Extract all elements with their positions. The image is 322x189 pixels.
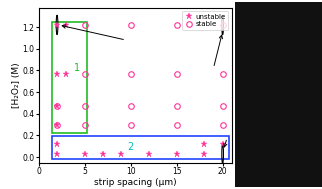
unstable [202,143,206,145]
stable [129,24,133,26]
stable [129,73,133,75]
Line: stable: stable [54,22,225,127]
Y-axis label: [H₂O₂] (M): [H₂O₂] (M) [12,62,21,108]
unstable [55,143,59,145]
stable [175,73,179,75]
unstable [64,24,68,26]
stable [129,123,133,126]
unstable [221,143,224,145]
X-axis label: strip spacing (μm): strip spacing (μm) [94,178,176,187]
stable [221,105,224,107]
unstable [64,73,68,75]
unstable [202,153,206,155]
Text: 2: 2 [128,142,134,152]
unstable [147,153,151,155]
Legend: unstable, stable: unstable, stable [182,11,228,30]
unstable [55,153,59,155]
stable [55,123,59,126]
stable [221,73,224,75]
unstable [55,73,59,75]
unstable [101,153,105,155]
stable [221,123,224,126]
Line: unstable: unstable [54,22,226,157]
unstable [55,123,59,126]
Text: 1: 1 [74,63,80,73]
stable [83,73,87,75]
stable [221,24,224,26]
stable [175,24,179,26]
unstable [119,153,123,155]
stable [55,105,59,107]
Bar [52,136,229,159]
stable [175,105,179,107]
unstable [55,24,59,26]
stable [175,123,179,126]
stable [83,105,87,107]
unstable [55,105,59,107]
unstable [83,153,87,155]
unstable [175,153,179,155]
Bar [52,22,87,133]
stable [129,105,133,107]
stable [83,123,87,126]
stable [83,24,87,26]
